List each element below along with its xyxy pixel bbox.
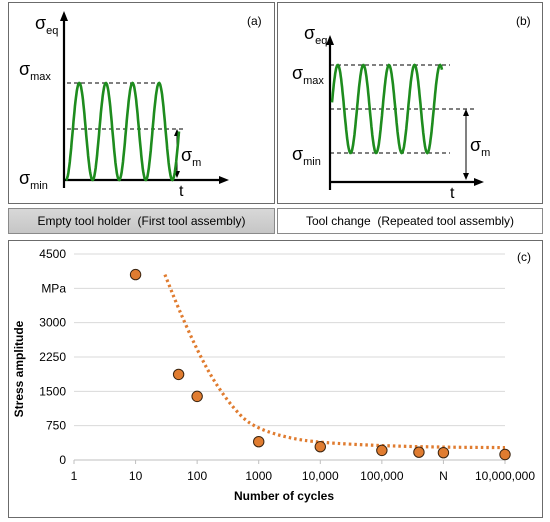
panel-b-diagram: (b) σeq σmax σmin σm t [292,14,531,202]
caption-repeated-assembly: Tool change (Repeated tool assembly) [277,208,543,234]
chart-points [129,268,511,461]
panel-a-first-assembly: (a) σeq σmax σmin σm t [8,2,275,204]
panel-a-min-label: σmin [19,168,48,192]
panel-b-max-label: σmax [292,63,324,87]
x-tick-label: 1000 [245,469,272,483]
panel-c-sn-chart: (c) 0 750 1500 2250 3000 MPa 4500 1 10 100 1000 10… [8,240,543,518]
x-tick-label: 1 [71,469,78,483]
data-point [191,390,203,403]
y-tick-label: 750 [46,419,66,433]
y-tick-label: 3000 [39,316,66,330]
x-tick-label: 100,000 [360,469,404,483]
data-point [253,435,265,448]
panel-b-time-label: t [450,185,455,202]
data-point [314,441,326,453]
panel-a-stress-wave [65,81,181,182]
x-tick-label: 10,000 [302,469,339,483]
y-tick-label: MPa [41,281,66,295]
data-point [499,448,511,461]
y-tick-label: 0 [59,453,66,467]
panel-a-y-arrow [60,11,68,21]
caption-first-assembly: Empty tool holder (First tool assembly) [8,208,275,234]
panel-a-time-label: t [179,183,184,200]
chart-trendline [163,274,506,450]
x-tick-label: 100 [187,469,207,483]
data-point [413,446,425,458]
x-tick-label: 10,000,000 [475,469,535,483]
data-point [437,446,450,459]
panel-b-label: (b) [516,14,531,28]
panel-b-y-axis-label: σeq [304,23,327,47]
panel-a-max-label: σmax [19,59,51,83]
x-tick-label: 10 [129,469,143,483]
panel-a-x-arrow [219,176,229,184]
panel-b-min-label: σmin [292,144,321,168]
panel-a-label: (a) [247,14,262,28]
panel-a-diagram: (a) σeq σmax σmin σm t [19,11,262,200]
panel-b-mean-label: σm [470,135,490,159]
data-point [376,444,388,457]
panel-c-label: (c) [517,250,531,264]
y-tick-label: 2250 [39,350,66,364]
y-tick-label: 4500 [39,247,66,261]
panel-b-stress-wave [330,63,444,155]
chart-y-axis-label: Stress amplitude [12,320,26,417]
chart-y-ticks: 0 750 1500 2250 3000 MPa 4500 [39,247,66,467]
panel-b-mean-arrowhead-bottom [463,173,469,180]
chart-x-ticks: 1 10 100 1000 10,000 100,000 N 10,000,000 [71,460,535,483]
data-point [172,368,185,381]
chart-x-axis-label: Number of cycles [234,489,334,503]
panel-b-y-arrow [326,35,334,45]
data-point [129,268,142,281]
panel-b-mean-arrowhead-top [463,109,469,116]
panel-b-repeated-assembly: (b) σeq σmax σmin σm t [277,2,543,204]
x-tick-label: N [439,469,448,483]
panel-a-y-axis-label: σeq [35,13,58,37]
y-tick-label: 1500 [39,384,66,398]
panel-a-mean-label: σm [181,145,201,169]
stress-cycles-chart: (c) 0 750 1500 2250 3000 MPa 4500 1 10 100 1000 10… [12,247,535,503]
chart-grid [74,253,505,427]
panel-b-x-arrow [474,178,484,186]
